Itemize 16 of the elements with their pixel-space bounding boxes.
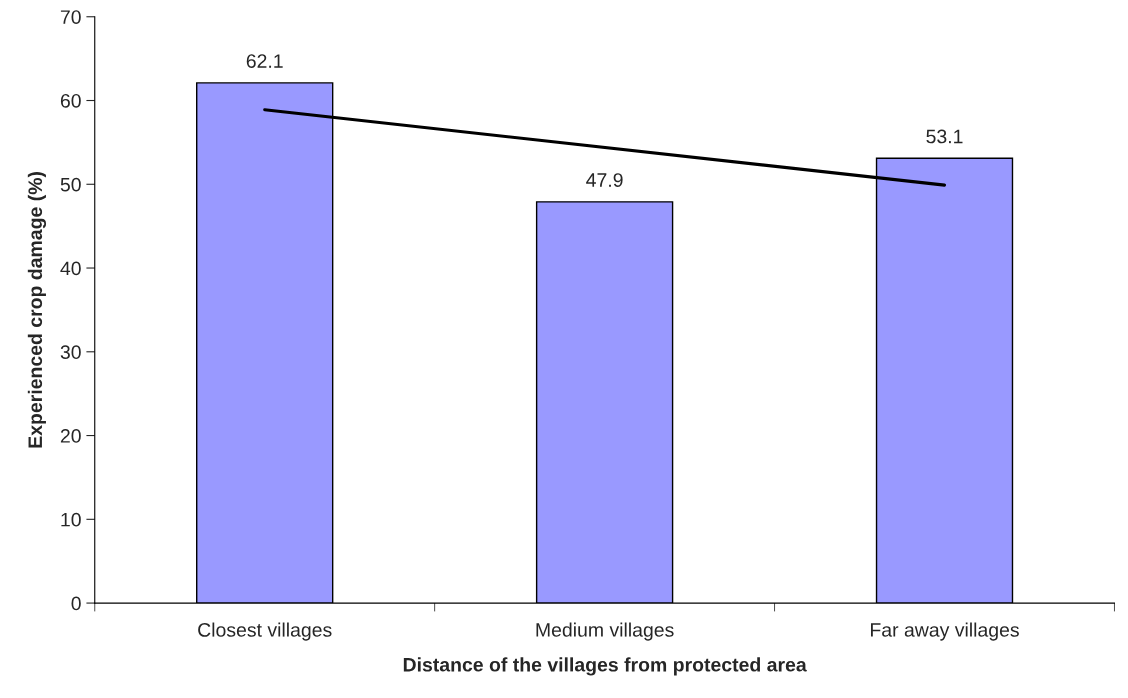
y-tick-label: 10 xyxy=(61,512,81,527)
y-tick-label: 60 xyxy=(60,93,81,108)
y-tick-label: 40 xyxy=(60,261,81,276)
data-label: 53.1 xyxy=(926,129,963,144)
x-tick-label: Medium villages xyxy=(536,622,674,641)
data-label: 47.9 xyxy=(586,173,623,187)
x-tick-label: Far away villages xyxy=(871,622,1019,641)
y-tick-label: 0 xyxy=(71,596,81,611)
x-axis-title: Distance of the villages from protected area xyxy=(403,657,807,676)
y-axis-title: Experienced crop damage (%) xyxy=(27,172,47,448)
y-tick-label: 70 xyxy=(60,10,81,24)
y-tick-label: 20 xyxy=(60,429,81,443)
y-tick-label: 30 xyxy=(60,345,81,360)
data-label: 62.1 xyxy=(246,54,283,68)
y-tick-label: 50 xyxy=(60,177,81,192)
x-tick-label: Closest villages xyxy=(198,622,332,641)
